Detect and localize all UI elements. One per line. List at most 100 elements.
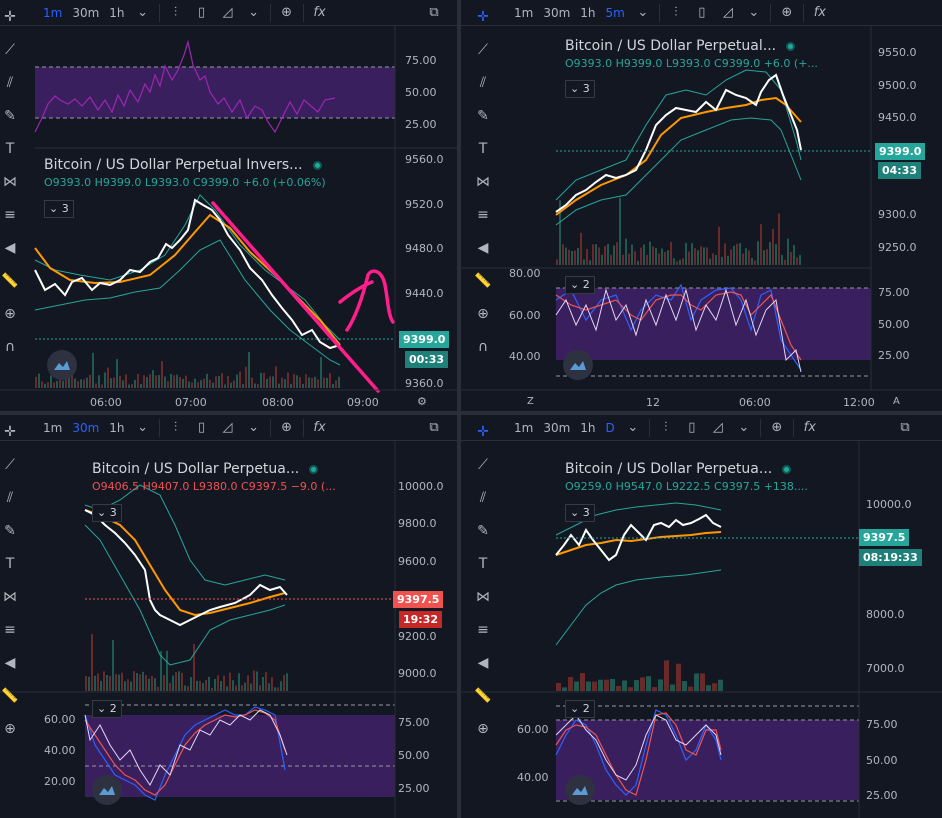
pitchfork-icon[interactable]: ⫽ (6, 489, 14, 506)
ruler-icon[interactable]: 📏 (474, 687, 492, 704)
chart-pane-5m[interactable]: 1m 30m 1h 5m ⌄ ⫶ ▯ ◿ ⌄ ⊕ fx ✛ ⟋ ⫽ ✎ T ⋈ … (461, 0, 942, 411)
trendline-icon[interactable]: ⟋ (5, 456, 15, 473)
pattern-icon[interactable]: ⋈ (3, 588, 17, 605)
interval-1h[interactable]: 1h (580, 420, 596, 435)
indicators-plus-icon[interactable]: ⊕ (781, 5, 793, 20)
ruler-icon[interactable]: 📏 (1, 272, 19, 289)
interval-1m[interactable]: 1m (43, 420, 63, 435)
tradingview-logo-icon[interactable] (92, 775, 122, 805)
area-icon[interactable]: ◿ (222, 5, 233, 20)
interval-1m[interactable]: 1m (514, 420, 534, 435)
indicators-plus-icon[interactable]: ⊕ (771, 420, 783, 435)
interval-1m[interactable]: 1m (514, 5, 534, 20)
back-arrow-icon[interactable]: ◀ (477, 239, 489, 256)
back-arrow-icon[interactable]: ◀ (4, 654, 16, 671)
interval-30m[interactable]: 30m (72, 5, 100, 20)
maximize-icon[interactable]: ⧉ (429, 420, 439, 435)
ruler-icon[interactable]: 📏 (1, 687, 19, 704)
candles-icon[interactable]: ▯ (688, 420, 696, 435)
trendline-icon[interactable]: ⟋ (478, 456, 488, 473)
symbol-title[interactable]: Bitcoin / US Dollar Perpetual... (565, 38, 777, 54)
text-icon[interactable]: T (5, 555, 15, 572)
maximize-icon[interactable]: ⧉ (429, 5, 439, 20)
area-icon[interactable]: ◿ (222, 420, 233, 435)
area-icon[interactable]: ◿ (722, 5, 733, 20)
back-arrow-icon[interactable]: ◀ (477, 654, 489, 671)
magnet-icon[interactable]: ∩ (4, 338, 16, 355)
tradingview-logo-icon[interactable] (563, 350, 593, 380)
interval-30m[interactable]: 30m (543, 5, 571, 20)
chart-pane-30m[interactable]: 1m 30m 1h ⌄ ⫶ ▯ ◿ ⌄ ⊕ fx ⧉ ✛ ⟋ ⫽ ✎ T ⋈ ≡… (0, 415, 457, 818)
chevron-down-icon[interactable]: ⌄ (738, 420, 750, 435)
crosshair-icon[interactable]: ✛ (477, 8, 489, 25)
interval-1h[interactable]: 1h (109, 5, 125, 20)
brush-icon[interactable]: ✎ (477, 522, 489, 539)
indicators-toggle[interactable]: ⌄ 3 (92, 504, 122, 522)
zoom-icon[interactable]: ⊕ (477, 305, 489, 322)
indicators-toggle[interactable]: ⌄ 3 (565, 504, 595, 522)
chevron-down-icon[interactable]: ⌄ (248, 420, 259, 435)
interval-1h[interactable]: 1h (109, 420, 125, 435)
pitchfork-icon[interactable]: ⫽ (479, 489, 487, 506)
zoom-icon[interactable]: ⊕ (4, 720, 16, 737)
settings-gear-icon[interactable]: ⚙ (417, 395, 427, 408)
chart-canvas[interactable] (0, 415, 457, 818)
fib-icon[interactable]: ≡ (4, 621, 16, 638)
fx-icon[interactable]: fx (313, 420, 326, 435)
pane-divider-horizontal[interactable] (0, 411, 942, 415)
interval-1h[interactable]: 1h (580, 5, 596, 20)
indicators-toggle[interactable]: ⌄ 3 (44, 200, 74, 218)
trendline-icon[interactable]: ⟋ (5, 41, 15, 58)
osc-indicators-toggle[interactable]: ⌄ 2 (565, 276, 595, 294)
interval-30m[interactable]: 30m (72, 420, 100, 435)
interval-1m[interactable]: 1m (43, 5, 63, 20)
area-icon[interactable]: ◿ (712, 420, 723, 435)
bar-style-icon[interactable]: ⫶ (664, 420, 668, 435)
brush-icon[interactable]: ✎ (4, 107, 16, 124)
text-icon[interactable]: T (5, 140, 15, 157)
pattern-icon[interactable]: ⋈ (3, 173, 17, 190)
pitchfork-icon[interactable]: ⫽ (479, 74, 487, 91)
candles-icon[interactable]: ▯ (698, 5, 706, 20)
text-icon[interactable]: T (478, 555, 488, 572)
fib-icon[interactable]: ≡ (4, 206, 16, 223)
annotation-arrow[interactable] (338, 269, 395, 332)
bar-style-icon[interactable]: ⫶ (173, 420, 178, 435)
chevron-down-icon[interactable]: ⌄ (137, 5, 148, 20)
pane-divider-vertical[interactable] (457, 0, 461, 818)
chart-pane-daily[interactable]: 1m 30m 1h D ⌄ ⫶ ▯ ◿ ⌄ ⊕ fx ⧉ ✛ ⟋ ⫽ ✎ T ⋈… (461, 415, 942, 818)
auto-scale-a-button[interactable]: A (893, 396, 900, 407)
fx-icon[interactable]: fx (313, 5, 326, 20)
pattern-icon[interactable]: ⋈ (476, 588, 490, 605)
magnet-icon[interactable]: ∩ (477, 338, 489, 355)
interval-5m[interactable]: 5m (605, 5, 625, 20)
tradingview-logo-icon[interactable] (47, 350, 77, 380)
ruler-icon[interactable]: 📏 (474, 272, 492, 289)
chart-canvas[interactable] (461, 0, 942, 411)
brush-icon[interactable]: ✎ (477, 107, 489, 124)
zoom-icon[interactable]: ⊕ (4, 305, 16, 322)
chevron-down-icon[interactable]: ⌄ (627, 420, 639, 435)
osc-indicators-toggle[interactable]: ⌄ 2 (92, 700, 122, 718)
indicators-plus-icon[interactable]: ⊕ (281, 5, 292, 20)
chevron-down-icon[interactable]: ⌄ (748, 5, 760, 20)
chevron-down-icon[interactable]: ⌄ (637, 5, 649, 20)
symbol-title[interactable]: Bitcoin / US Dollar Perpetua... (565, 461, 773, 477)
bar-style-icon[interactable]: ⫶ (173, 5, 178, 20)
trendline-icon[interactable]: ⟋ (478, 41, 488, 58)
indicators-toggle[interactable]: ⌄ 3 (565, 80, 595, 98)
pitchfork-icon[interactable]: ⫽ (6, 74, 14, 91)
indicators-plus-icon[interactable]: ⊕ (281, 420, 292, 435)
fx-icon[interactable]: fx (813, 5, 827, 20)
candles-icon[interactable]: ▯ (197, 420, 206, 435)
fib-icon[interactable]: ≡ (477, 621, 489, 638)
candles-icon[interactable]: ▯ (197, 5, 206, 20)
bar-style-icon[interactable]: ⫶ (674, 5, 678, 20)
pattern-icon[interactable]: ⋈ (476, 173, 490, 190)
text-icon[interactable]: T (478, 140, 488, 157)
chevron-down-icon[interactable]: ⌄ (137, 420, 148, 435)
interval-d[interactable]: D (605, 420, 615, 435)
chart-canvas[interactable] (0, 0, 457, 411)
fx-icon[interactable]: fx (803, 420, 816, 435)
chart-pane-1m[interactable]: 1m 30m 1h ⌄ ⫶ ▯ ◿ ⌄ ⊕ fx ⧉ ✛ ⟋ ⫽ ✎ T ⋈ ≡… (0, 0, 457, 411)
